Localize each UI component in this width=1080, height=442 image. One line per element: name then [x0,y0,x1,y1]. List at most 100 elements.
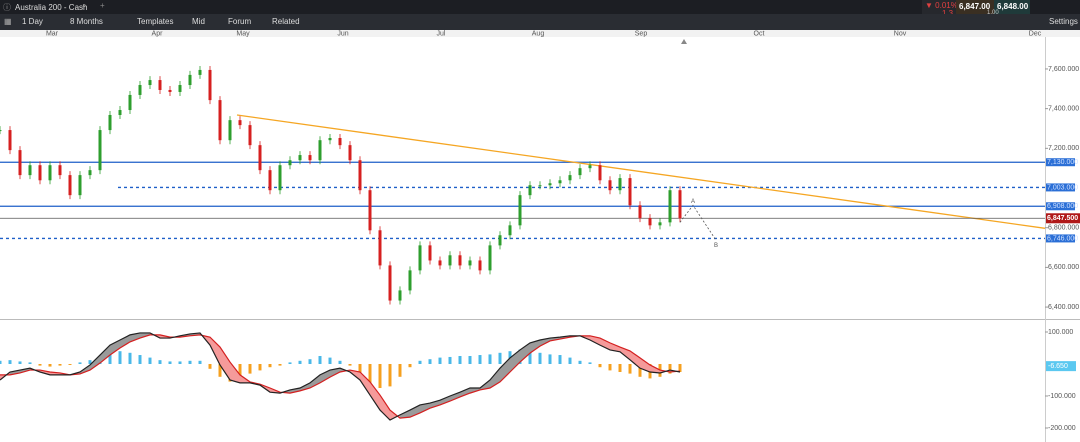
macd-fill [590,335,600,346]
macd-fill [510,349,520,372]
histogram-bar [168,361,172,364]
candle [48,165,52,181]
candle [368,190,372,231]
candle [498,235,502,246]
histogram-bar [108,352,112,364]
candle [348,145,352,161]
histogram-bar [428,359,432,364]
current-price-box [1046,213,1080,224]
histogram-bar [448,356,452,364]
layout-icon[interactable]: ▦ [4,17,12,26]
histogram-bar [48,364,52,367]
instrument-title[interactable]: Australia 200 - Cash [15,3,88,12]
x-tick-label: Jun [337,30,348,37]
histogram-bar [138,355,142,364]
buy-box[interactable]: 6,848.00 [994,0,1030,18]
histogram-bar [308,359,312,364]
histogram-bar [548,354,552,364]
x-tick-label: Sep [635,30,648,37]
macd-fill [650,364,660,373]
price-mode[interactable]: Mid [192,17,205,26]
settings[interactable]: Settings [1049,17,1078,26]
macd-fill [290,388,300,394]
histogram-bar [258,364,262,371]
candle [58,165,62,176]
add-tab[interactable]: + [100,1,105,10]
candle [238,120,242,126]
macd-fill [310,374,320,388]
histogram-bar [328,357,332,364]
candle [438,260,442,266]
candle [548,183,552,186]
candle [658,222,662,226]
sell-box[interactable]: 6,847.00 [956,0,994,18]
macd-fill [600,338,610,350]
x-tick-label: Apr [152,30,164,37]
macd-fill [610,342,620,352]
change: ▼ 0.01% [925,1,958,10]
level-label: 6,746.000 [1047,235,1078,242]
sell-price: 6,847.00 [959,2,991,11]
macd-fill [530,340,540,354]
candle [588,165,592,169]
candle [638,205,642,219]
macd-fill [430,400,440,409]
forum[interactable]: Forum [228,17,252,26]
buy-price: 6,848.00 [997,2,1029,11]
histogram-bar [268,364,272,368]
macd-fill [360,372,370,396]
histogram-bar [18,361,22,364]
histogram-bar [588,362,592,364]
candle [138,85,142,95]
histogram-bar [148,357,152,364]
macd-fill [440,396,450,405]
histogram-bar [398,364,402,377]
chart: Mar Apr May Jun Jul Aug Sep Oct Nov Dec 7,600.000 7… [0,30,1080,442]
candle [358,160,362,191]
candle [208,69,212,101]
candle [448,255,452,266]
candle [188,74,192,86]
x-tick-label: Aug [532,30,545,37]
search-icon[interactable]: ⌕ [82,1,87,10]
candle [18,150,22,176]
candle [608,180,612,191]
macd-fill [300,382,310,391]
macd-fill [120,334,130,348]
related[interactable]: Related [272,17,300,26]
level-label: 6,908.000 [1047,203,1078,210]
y-tick-label: 7,600.000 [1048,66,1079,73]
histogram-bar [88,360,92,364]
candle [628,178,632,206]
candle [158,80,162,90]
histogram-bar [488,354,492,364]
trend-line [236,114,1046,229]
candle [568,175,572,181]
interval[interactable]: 1 Day [22,17,43,26]
projection [679,204,717,241]
signal-line [0,334,681,419]
candle [488,245,492,271]
histogram-bar [8,360,12,364]
histogram-bar [338,360,342,364]
histogram-bar [358,364,362,376]
candle [278,165,282,191]
histogram-bar [618,364,622,372]
y-tick-label: 6,600.000 [1048,264,1079,271]
candle [578,168,582,176]
histogram-bar [248,364,252,374]
candle [38,165,42,181]
templates[interactable]: Templates [137,17,174,26]
macd-fill [420,403,430,413]
change-box: ▼ 0.01% 1.3 [922,0,958,18]
candle [288,160,292,166]
candle [118,110,122,115]
range[interactable]: 8 Months [70,17,103,26]
candle [598,165,602,181]
histogram-bar [668,364,672,374]
histogram-bar [378,364,382,388]
macd-fill [90,355,100,371]
macd-fill [410,404,420,418]
projection-label: B [714,243,718,249]
histogram-bar [388,364,392,387]
